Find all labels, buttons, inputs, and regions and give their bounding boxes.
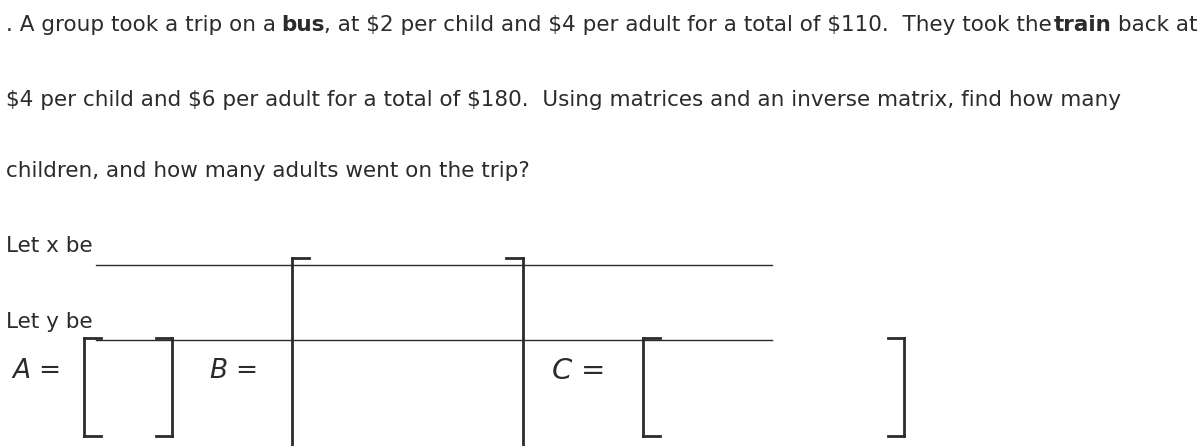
Text: children, and how many adults went on the trip?: children, and how many adults went on th…: [6, 161, 529, 181]
Text: back at: back at: [1111, 15, 1198, 35]
Text: $C$ =: $C$ =: [551, 358, 604, 385]
Text: . A group took a trip on a: . A group took a trip on a: [6, 15, 283, 35]
Text: Let y be: Let y be: [6, 312, 92, 332]
Text: $4 per child and $6 per adult for a total of $180.  Using matrices and an invers: $4 per child and $6 per adult for a tota…: [6, 90, 1121, 110]
Text: train: train: [1054, 15, 1111, 35]
Text: bus: bus: [281, 15, 324, 35]
Text: $A$ =: $A$ =: [11, 359, 60, 384]
Text: Let x be: Let x be: [6, 236, 92, 256]
Text: $B$ =: $B$ =: [209, 359, 257, 384]
Text: , at $2 per child and $4 per adult for a total of $110.  They took the: , at $2 per child and $4 per adult for a…: [324, 15, 1058, 35]
